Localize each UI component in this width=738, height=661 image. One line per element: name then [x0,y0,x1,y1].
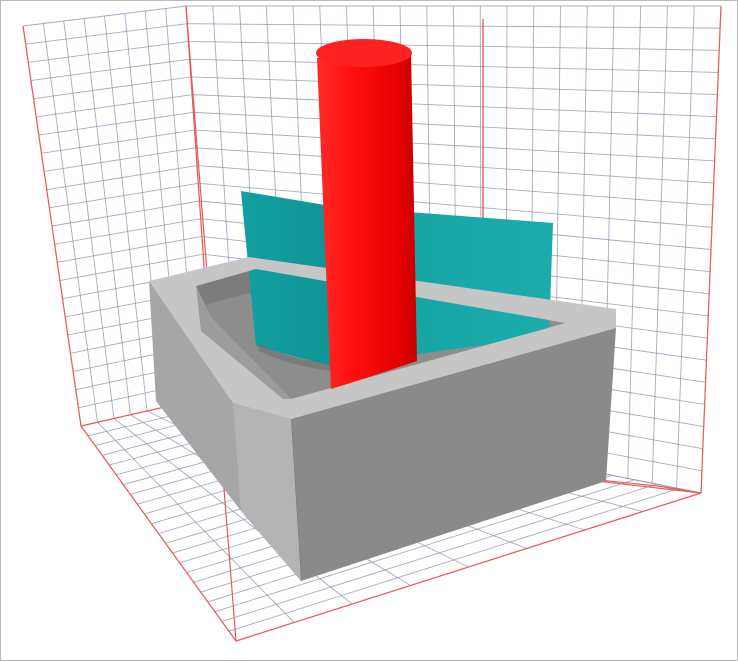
grid-line [44,147,196,172]
grid-line [194,129,715,162]
grid-line [190,76,718,95]
grid-line [221,483,657,622]
grid-line [214,479,635,613]
grid-line [193,111,716,140]
grid-line [59,253,204,281]
grid-line [189,58,719,73]
container-front-face [233,328,616,581]
grid-line [28,41,189,63]
container-left-face [149,281,241,511]
grid-line [36,94,193,118]
grid-line [57,236,203,263]
grid-line [198,182,712,228]
grid-line [228,488,679,632]
grid-line [38,111,194,136]
grid-line [187,23,721,29]
grid-line [188,41,720,51]
red-cylinder [316,39,417,389]
grid-line [197,165,713,206]
grid-line [25,23,188,45]
grid-line [22,5,187,27]
grid-line [51,200,200,227]
grid-line [192,94,717,118]
container-inner-wall-left [196,286,291,399]
grid-line [195,147,714,184]
grid-line [46,165,198,191]
grid-line [30,58,190,81]
cylinder-body [317,53,417,389]
container-inner-wall-back [196,269,256,306]
grid-line [33,76,191,100]
grid-line [49,182,199,209]
container-front-left-strip [233,403,301,581]
grid-line [54,218,201,245]
teal-plane-bottom-shadow [259,343,331,371]
grid-line [41,129,195,154]
cylinder-top-cap [316,39,412,67]
teal-plane-left-face [241,191,331,366]
